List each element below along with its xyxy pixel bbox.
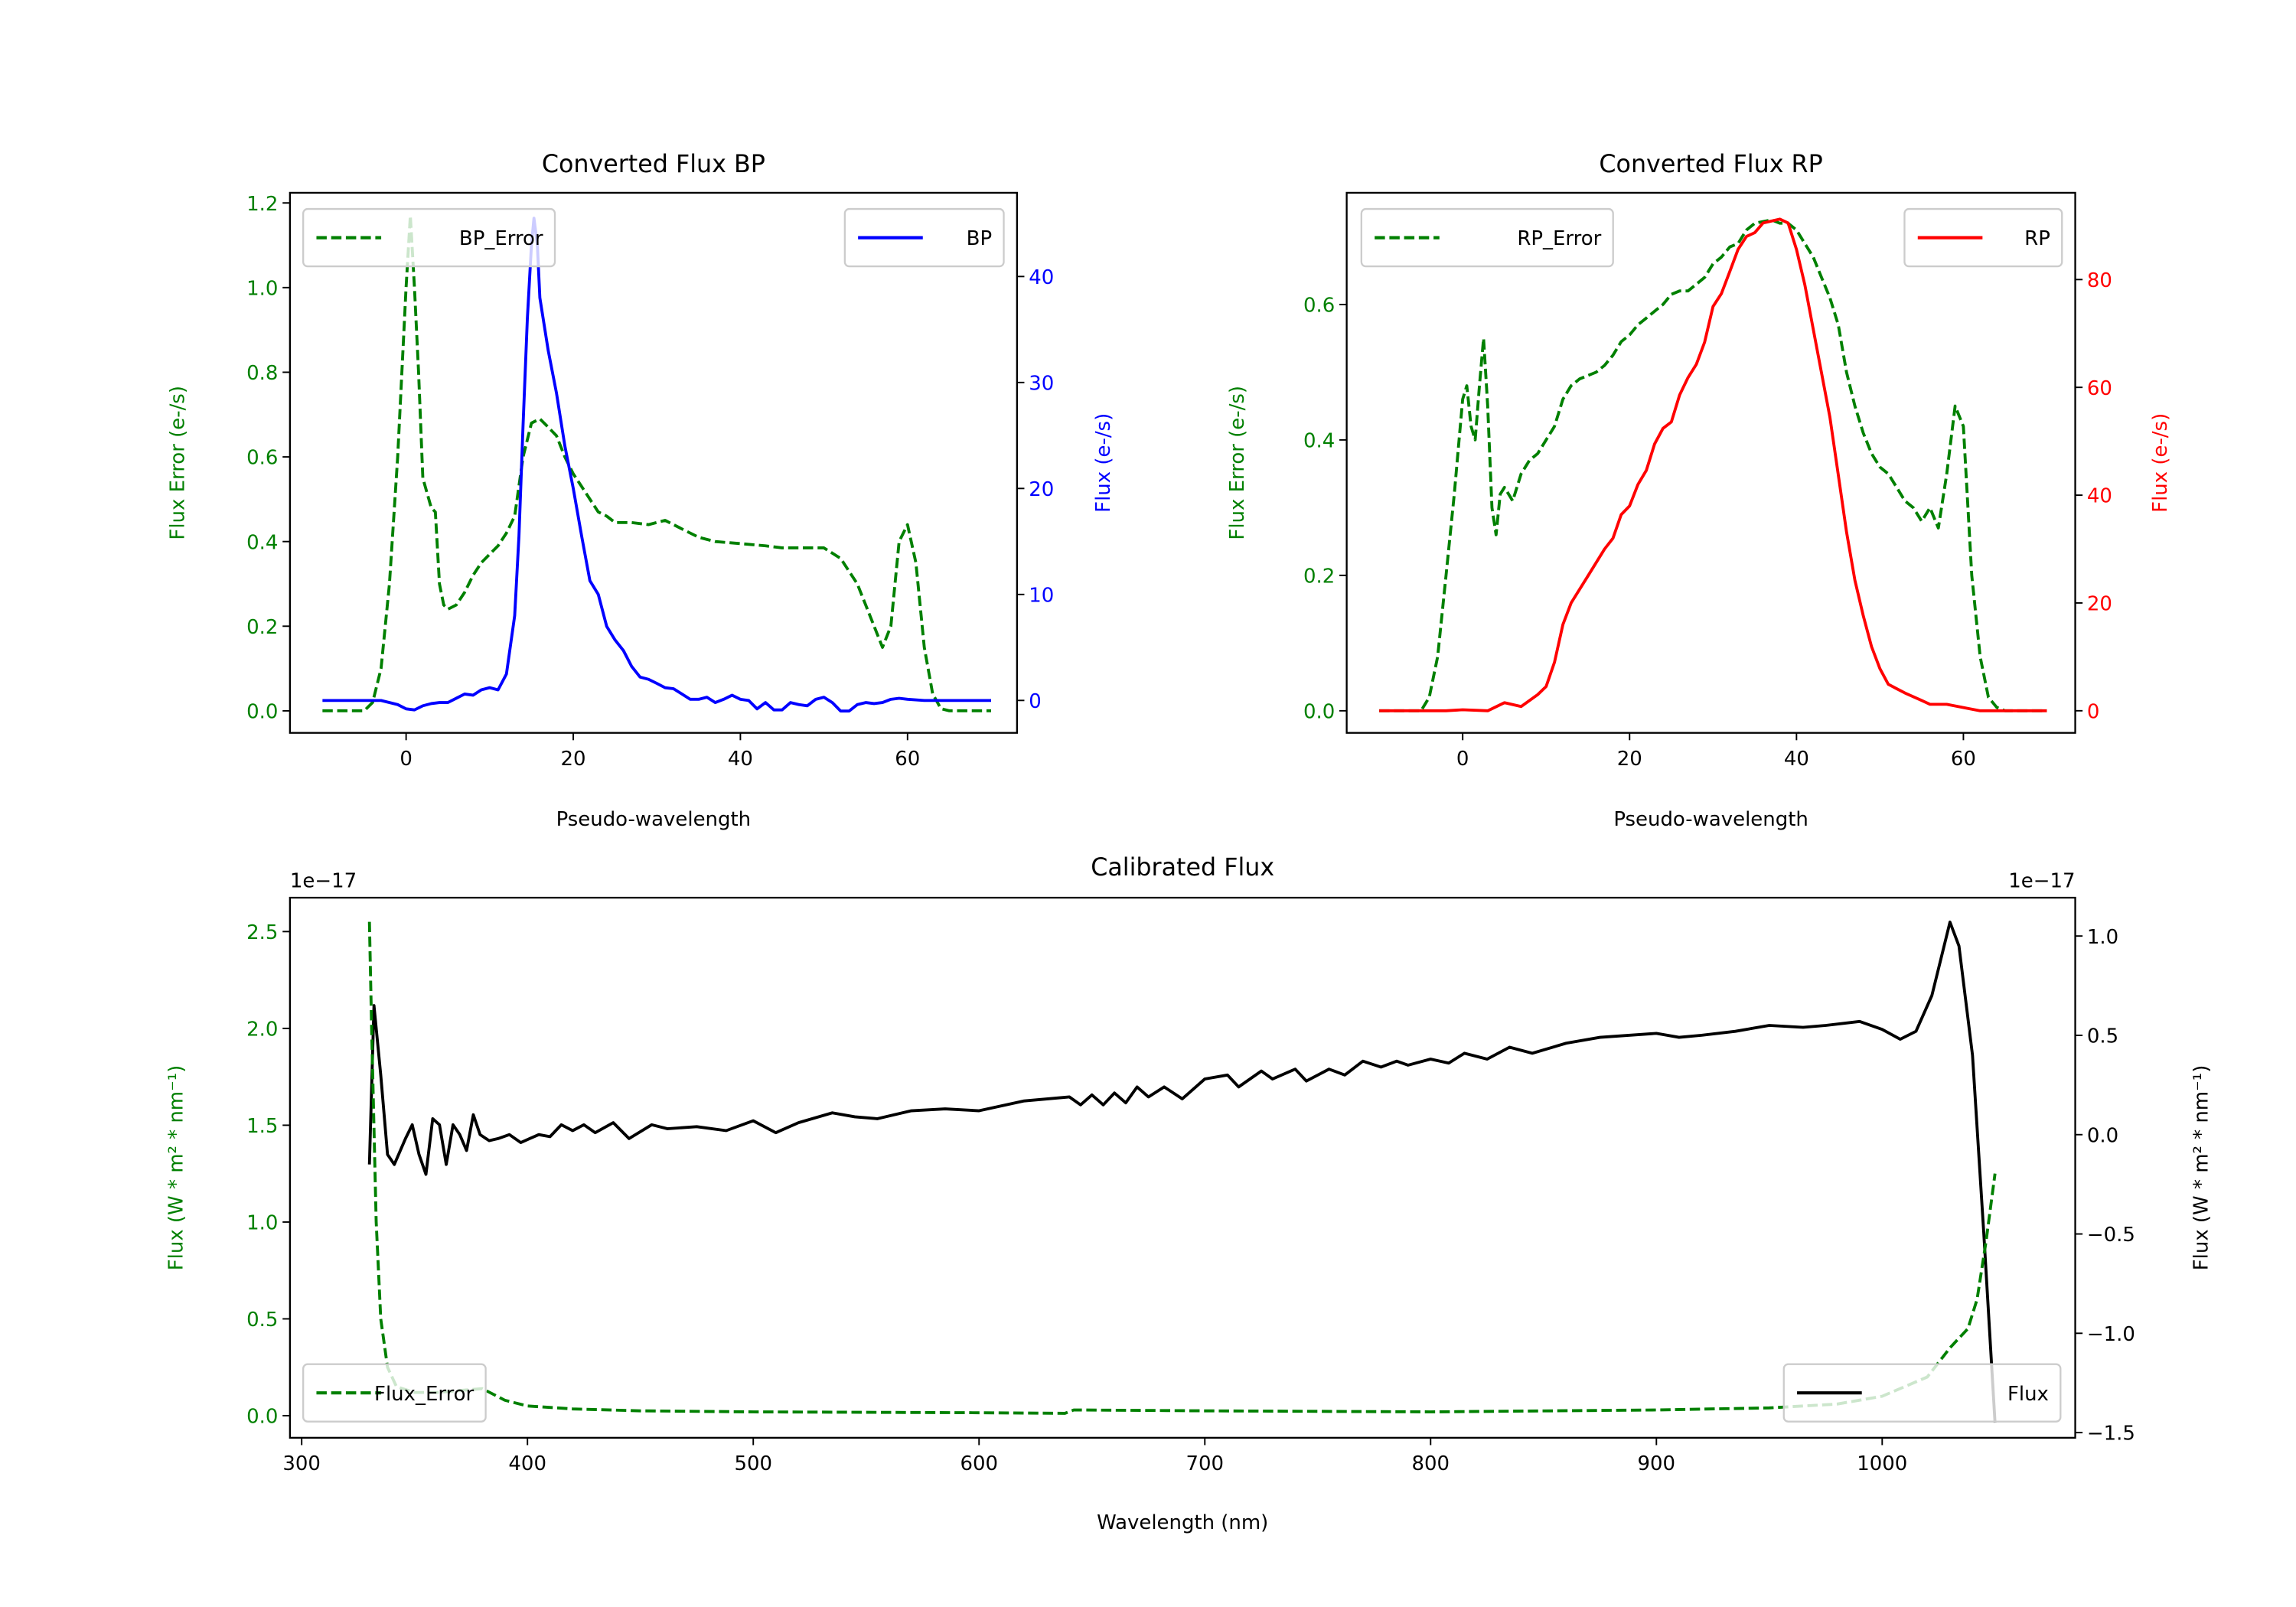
y-right-tick-label: 80 [2087, 269, 2112, 292]
chart-title: Calibrated Flux [1091, 854, 1274, 882]
y-left-axis-label: Flux Error (e-/s) [1226, 386, 1249, 540]
x-axis-label: Pseudo-wavelength [1613, 808, 1808, 831]
y-left-axis-label: Flux Error (e-/s) [166, 386, 189, 540]
series-line-bp [322, 217, 991, 713]
chart-title: Converted Flux BP [542, 151, 765, 178]
left-offset-text: 1e−17 [290, 870, 357, 893]
y-right-axis-label: Flux (W * m² * nm⁻¹) [2190, 1065, 2213, 1271]
x-tick-label: 900 [1638, 1452, 1676, 1475]
y-left-tick-label: 0.2 [246, 616, 278, 639]
x-tick-label: 60 [1951, 748, 1976, 771]
y-left-tick-label: 1.5 [246, 1115, 278, 1138]
y-left-tick-label: 0.4 [246, 531, 278, 554]
legend-left: BP_Error [302, 207, 556, 268]
y-right-tick-label: 0.0 [2087, 1124, 2118, 1147]
y-left-tick-label: 0.0 [246, 701, 278, 724]
right-offset-text: 1e−17 [2008, 870, 2075, 893]
legend-box [1903, 207, 2063, 268]
plots: 0 20 40 60 0.0 0.2 0.4 0.6 0.8 1.0 1.2 0 10 20 30 40 Con… [165, 151, 2213, 1534]
y-right-tick-label: 0 [2087, 700, 2100, 723]
legend-label: BP [967, 227, 992, 250]
x-tick-label: 800 [1411, 1452, 1450, 1475]
legend-label: RP [2024, 227, 2050, 250]
legend-right: BP [843, 207, 1005, 268]
legend-left: RP_Error [1360, 207, 1614, 268]
y-left-tick-label: 0.5 [246, 1309, 278, 1332]
legend-label: Flux_Error [374, 1383, 475, 1406]
x-tick-label: 0 [1456, 748, 1469, 771]
x-tick-label: 60 [895, 748, 920, 771]
x-axis-label: Pseudo-wavelength [556, 808, 752, 831]
y-right-tick-label: 1.0 [2087, 926, 2118, 949]
y-right-tick-label: 0.5 [2087, 1025, 2118, 1048]
y-right-axis-label: Flux (e-/s) [2149, 413, 2172, 513]
x-tick-label: 700 [1186, 1452, 1224, 1475]
axes-frame [289, 191, 1018, 734]
legend-right: Flux [1782, 1363, 2062, 1423]
y-right-tick-label: 20 [2087, 593, 2112, 616]
y-left-tick-label: 0.0 [246, 1406, 278, 1429]
series-line-rp [1379, 217, 2047, 712]
y-right-tick-label: 0 [1029, 690, 1042, 713]
x-tick-label: 40 [728, 748, 753, 771]
x-tick-label: 400 [508, 1452, 546, 1475]
x-axis-label: Wavelength (nm) [1097, 1511, 1268, 1534]
legend-left: Flux_Error [302, 1363, 487, 1423]
y-right-tick-label: 10 [1029, 584, 1054, 607]
axes-frame [1345, 191, 2076, 734]
legend-label: Flux [2007, 1383, 2049, 1406]
y-left-axis-label: Flux (W * m² * nm⁻¹) [165, 1065, 188, 1271]
x-tick-label: 500 [734, 1452, 772, 1475]
x-tick-label: 20 [1617, 748, 1642, 771]
y-right-tick-label: −1.5 [2087, 1423, 2135, 1446]
y-right-tick-label: 30 [1029, 372, 1054, 395]
y-right-axis-label: Flux (e-/s) [1092, 413, 1115, 513]
y-right-tick-label: 40 [1029, 266, 1054, 289]
chart-2: 300 400 500 600 700 800 900 1000 0.0 0.5 1.0 1.5 2.0… [165, 854, 2213, 1534]
legend-box [302, 207, 556, 268]
series-line-rp-error [1379, 218, 2047, 712]
series-line-bp-error [322, 214, 991, 712]
y-right-tick-label: −1.0 [2087, 1323, 2135, 1346]
x-tick-label: 1000 [1857, 1452, 1907, 1475]
y-left-tick-label: 2.0 [246, 1019, 278, 1041]
y-right-tick-label: 60 [2087, 377, 2112, 400]
legend-box [843, 207, 1005, 268]
y-right-tick-label: −0.5 [2087, 1224, 2135, 1247]
x-tick-label: 40 [1784, 748, 1809, 771]
legend-label: BP_Error [459, 227, 543, 250]
y-left-tick-label: 0.4 [1303, 430, 1335, 453]
legend-box [302, 1363, 487, 1423]
legend-label: RP_Error [1517, 227, 1601, 250]
x-tick-label: 300 [282, 1452, 321, 1475]
chart-1: 0 20 40 60 0.0 0.2 0.4 0.6 0 20 40 60 80 Converted Fl… [1226, 151, 2172, 831]
y-left-tick-label: 0.0 [1303, 700, 1335, 723]
y-left-tick-label: 0.8 [246, 362, 278, 385]
legend-box [1360, 207, 1614, 268]
y-right-tick-label: 20 [1029, 478, 1054, 501]
y-left-tick-label: 0.6 [1303, 295, 1335, 318]
y-left-tick-label: 1.2 [246, 193, 278, 216]
y-left-tick-label: 0.2 [1303, 565, 1335, 588]
chart-0: 0 20 40 60 0.0 0.2 0.4 0.6 0.8 1.0 1.2 0 10 20 30 40 Con… [166, 151, 1115, 831]
chart-title: Converted Flux RP [1599, 151, 1822, 178]
series-line-flux [367, 921, 1997, 1423]
x-tick-label: 20 [561, 748, 586, 771]
y-left-tick-label: 1.0 [246, 277, 278, 300]
x-tick-label: 0 [400, 748, 413, 771]
legend-right: RP [1903, 207, 2063, 268]
y-left-tick-label: 2.5 [246, 921, 278, 944]
y-left-tick-label: 0.6 [246, 447, 278, 470]
y-left-tick-label: 1.0 [246, 1212, 278, 1235]
legend-box [1782, 1363, 2062, 1423]
x-tick-label: 600 [960, 1452, 998, 1475]
y-right-tick-label: 40 [2087, 485, 2112, 508]
axes-frame [289, 896, 2076, 1439]
